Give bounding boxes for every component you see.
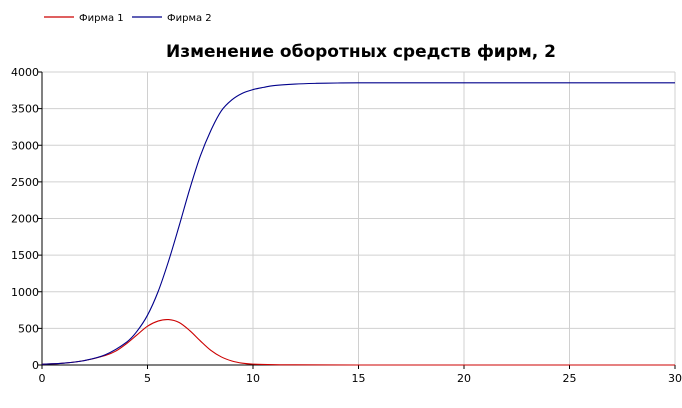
x-tick-label-10: 10 <box>246 372 260 385</box>
legend-label-firm-1: Фирма 1 <box>79 13 124 24</box>
x-tick-label-15: 15 <box>352 372 366 385</box>
y-tick-label-500: 500 <box>18 322 39 335</box>
series-line-firm-2 <box>41 82 675 365</box>
chart-title: Изменение оборотных средств фирм, 2 <box>166 42 556 62</box>
series-lines <box>41 82 675 366</box>
x-tick-label-0: 0 <box>39 372 46 385</box>
x-tick-label-30: 30 <box>668 372 682 385</box>
y-tick-label-3000: 3000 <box>11 139 39 152</box>
y-tick-label-1500: 1500 <box>11 249 39 262</box>
y-tick-label-2000: 2000 <box>11 213 39 226</box>
y-tick-label-2500: 2500 <box>11 176 39 189</box>
axes <box>38 71 676 369</box>
series-line-firm-1 <box>41 318 675 366</box>
tick-labels: 0 5 10 15 20 25 30 0 500 1000 1500 2000 2500 3000 3500… <box>11 66 682 385</box>
y-tick-label-1000: 1000 <box>11 286 39 299</box>
y-tick-label-4000: 4000 <box>11 66 39 79</box>
x-tick-label-5: 5 <box>144 372 151 385</box>
legend: Фирма 1 Фирма 2 <box>44 13 212 24</box>
x-tick-label-20: 20 <box>457 372 471 385</box>
y-tick-label-0: 0 <box>32 359 39 372</box>
grid <box>42 71 676 365</box>
legend-label-firm-2: Фирма 2 <box>167 13 212 24</box>
x-tick-label-25: 25 <box>563 372 577 385</box>
y-tick-label-3500: 3500 <box>11 103 39 116</box>
